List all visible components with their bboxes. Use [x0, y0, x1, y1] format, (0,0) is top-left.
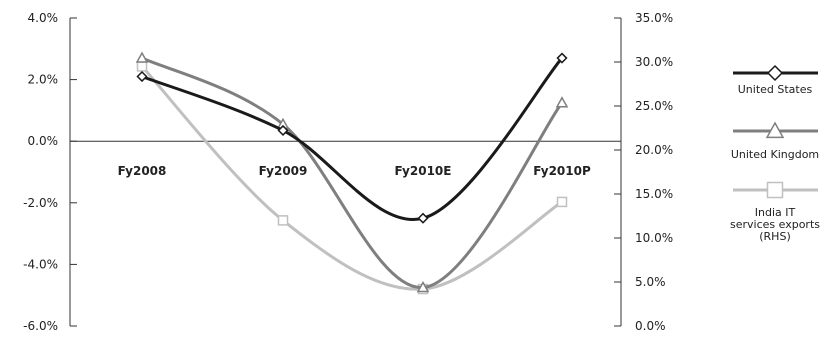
data-point-india-it-services-exports-rhs	[136, 61, 148, 72]
right-axis-tick-label: 5.0%	[635, 275, 666, 289]
right-axis-tick-label: 35.0%	[635, 11, 673, 25]
right-axis-tick-label: 20.0%	[635, 143, 673, 157]
axes-layer: 4.0% 2.0% 0.0% -2.0% -4.0% -6.0% 35.0% 30.0% 25.…	[23, 11, 673, 333]
left-axis-tick-label: -2.0%	[23, 196, 58, 210]
legend-marker-india-it-services-exports-rhs	[766, 181, 784, 199]
category-label: Fy2010E	[395, 164, 452, 178]
right-axis-tick-label: 30.0%	[635, 55, 673, 69]
left-axis-tick-label: 2.0%	[28, 73, 59, 87]
legend-label: services exports	[730, 218, 820, 231]
left-axis-tick-label: -6.0%	[23, 319, 58, 333]
right-axis-tick-label: 10.0%	[635, 231, 673, 245]
left-axis-tick-label: 0.0%	[28, 134, 59, 148]
data-point-india-it-services-exports-rhs	[556, 196, 568, 208]
data-point-united-states	[277, 124, 289, 136]
legend-label: United Kingdom	[731, 148, 819, 161]
data-point-united-states	[417, 212, 429, 224]
left-axis-tick-label: 4.0%	[28, 11, 59, 25]
right-axis-tick-label: 0.0%	[635, 319, 666, 333]
right-axis-tick-label: 15.0%	[635, 187, 673, 201]
data-point-united-states	[556, 52, 568, 64]
data-point-united-kingdom	[416, 280, 430, 293]
legend-label: India IT	[755, 206, 796, 219]
series-line-india-it-services-exports-rhs	[140, 64, 564, 291]
series-layer	[135, 51, 569, 295]
left-axis-tick-label: -4.0%	[23, 257, 58, 271]
category-label: Fy2010P	[533, 164, 591, 178]
legend-label: (RHS)	[759, 230, 790, 243]
legend: United States United Kingdom India ITservi…	[730, 64, 820, 243]
data-point-india-it-services-exports-rhs	[277, 215, 289, 226]
data-point-united-kingdom	[555, 96, 569, 108]
series-line-united-states	[140, 56, 564, 221]
legend-marker-united-kingdom	[765, 121, 785, 139]
data-point-united-kingdom	[135, 51, 149, 63]
category-label: Fy2009	[259, 164, 308, 178]
category-label: Fy2008	[118, 164, 167, 178]
right-axis-tick-label: 25.0%	[635, 99, 673, 113]
data-point-united-states	[136, 70, 148, 83]
legend-marker-united-states	[766, 64, 784, 82]
series-line-united-kingdom	[140, 56, 564, 290]
legend-label: United States	[738, 83, 813, 96]
